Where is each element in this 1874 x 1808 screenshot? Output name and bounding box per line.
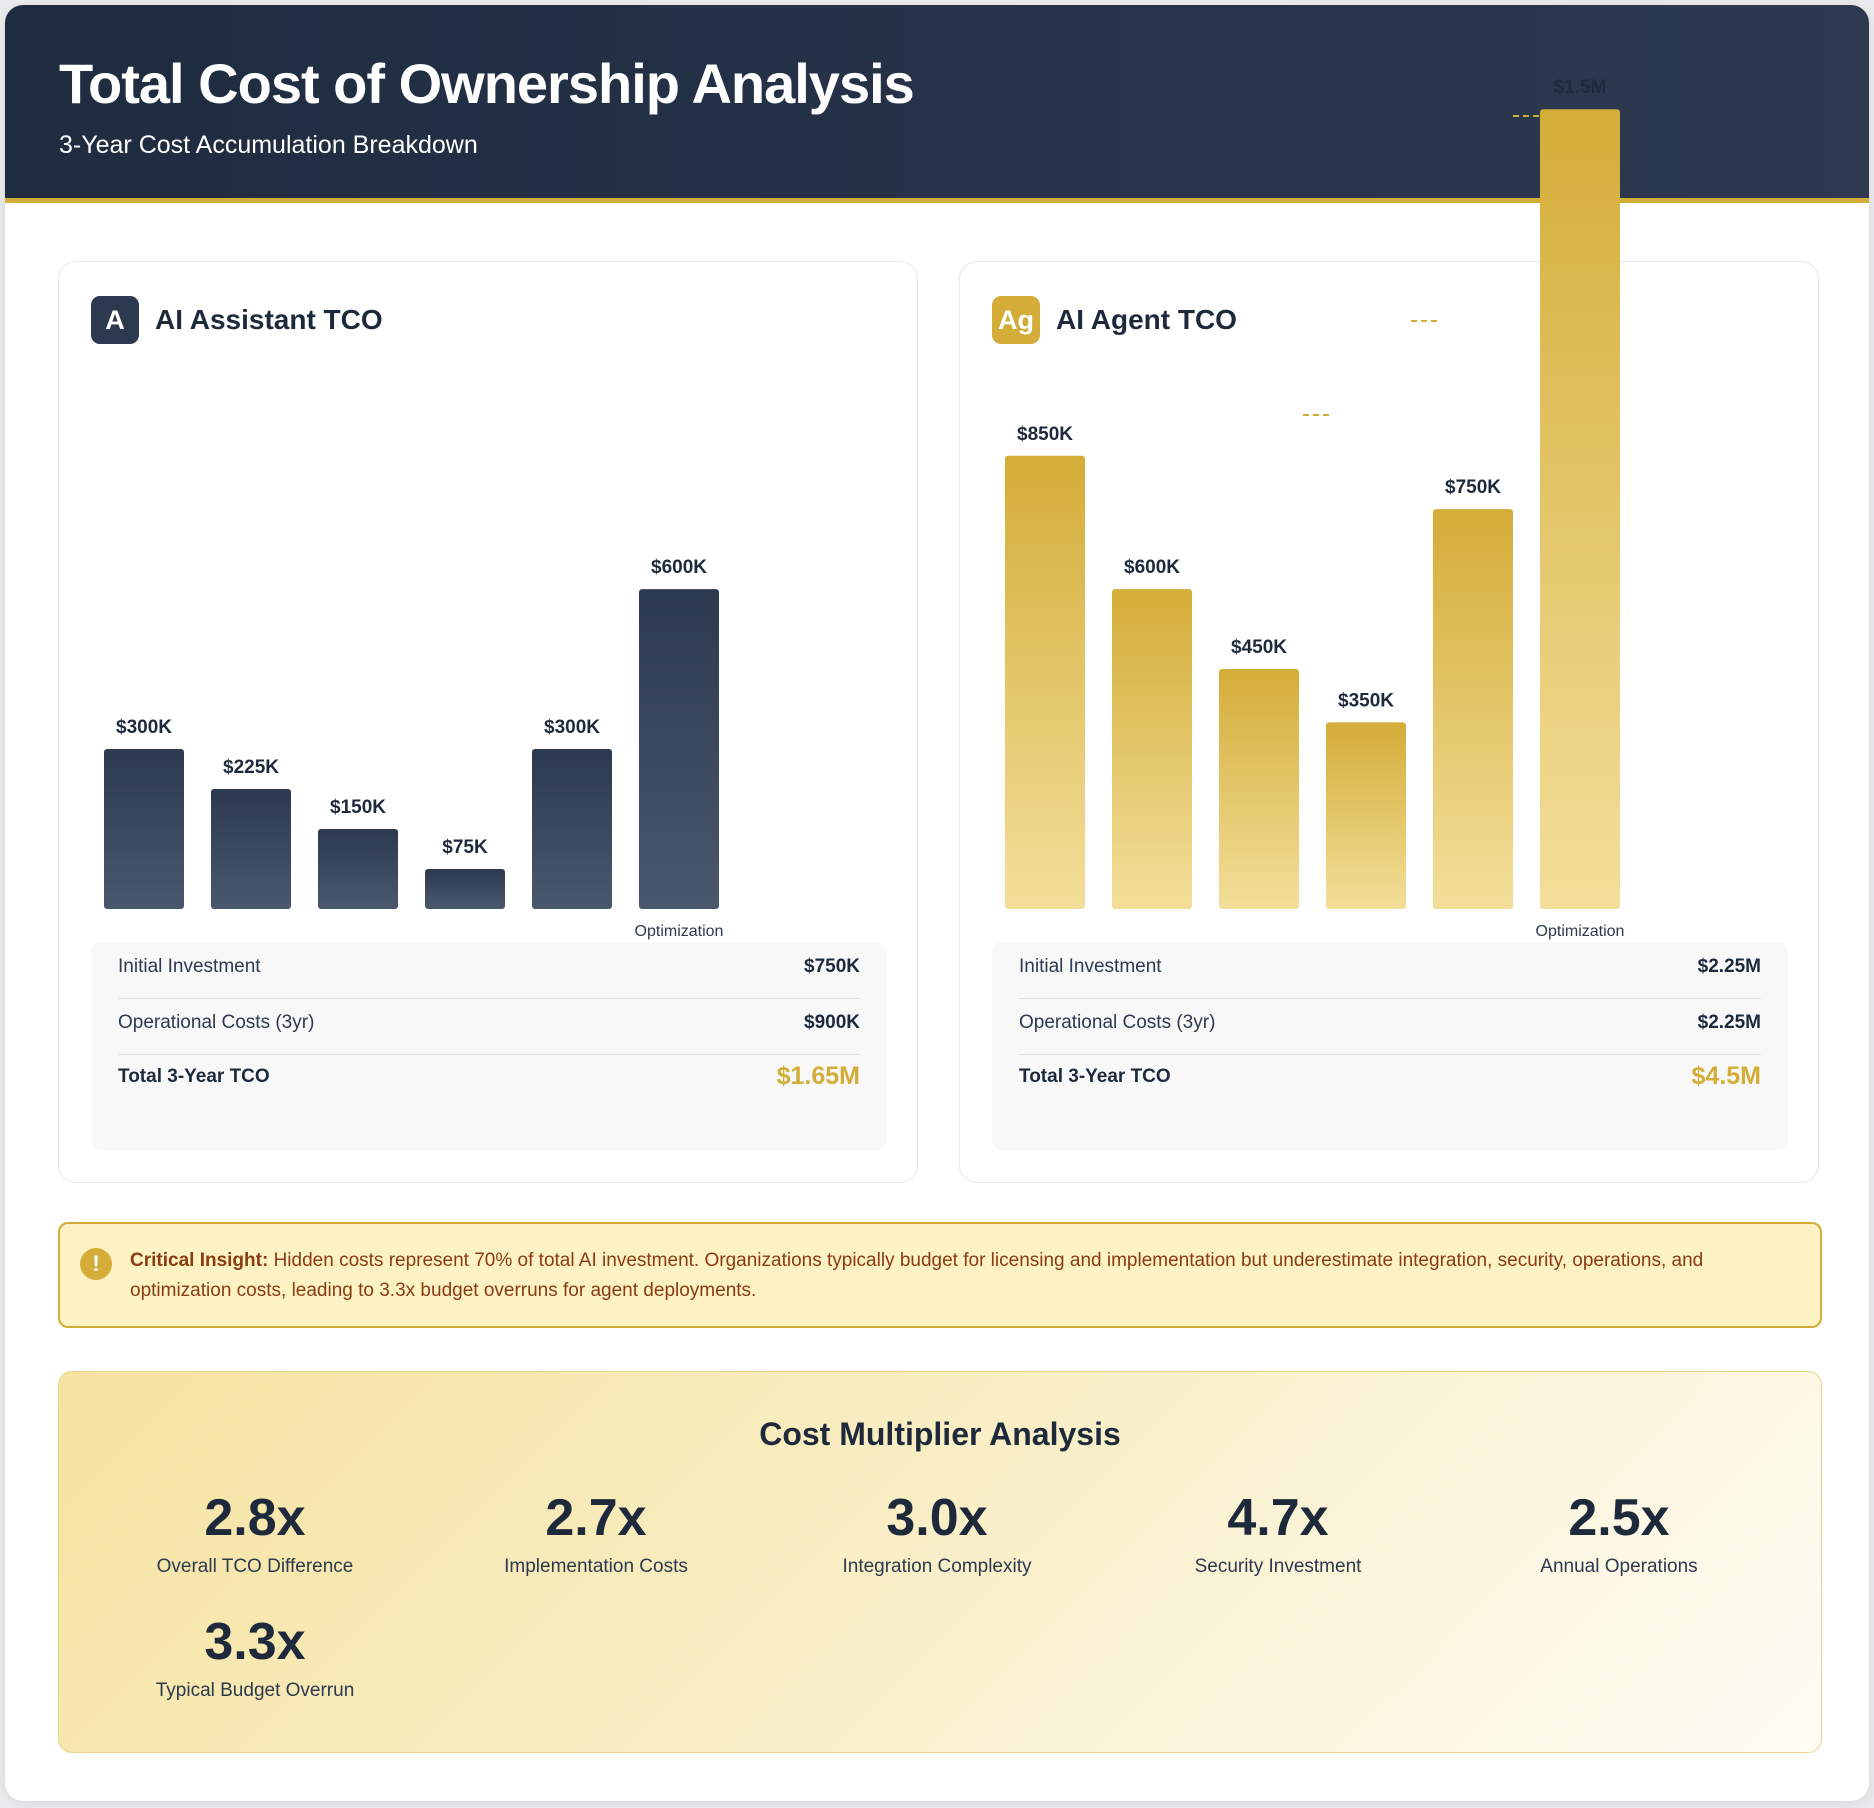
bar-value-label: $350K — [1338, 690, 1394, 711]
agent-card-title: AI Agent TCO — [1056, 304, 1237, 335]
agent-badge-icon: Ag — [992, 296, 1040, 344]
multiplier-value: 3.3x — [204, 1613, 306, 1671]
bar-value-label: $750K — [1445, 477, 1501, 498]
multiplier-metric: 3.3x Typical Budget Overrun — [85, 1612, 425, 1702]
assistant-bar-chart: $300KLicensing$225KImplementation$150KIn… — [104, 557, 724, 960]
summary-total-value: $1.65M — [776, 1062, 860, 1090]
multiplier-value: 2.7x — [545, 1489, 647, 1547]
summary-label: Initial Investment — [118, 956, 261, 977]
agent-bar-chart: $850KLicensing$600KImplementation$450KIn… — [1005, 77, 1625, 960]
multiplier-metric: 3.0x Integration Complexity — [767, 1488, 1107, 1578]
bar-optimization-3yr- — [639, 589, 719, 909]
multiplier-title: Cost Multiplier Analysis — [759, 1416, 1121, 1452]
multiplier-label: Annual Operations — [1540, 1556, 1698, 1577]
bar-value-label: $150K — [330, 797, 386, 818]
bar-value-label: $225K — [223, 757, 279, 778]
summary-label: Operational Costs (3yr) — [118, 1012, 315, 1033]
summary-total-row: Total 3-Year TCO $1.65M — [118, 1062, 860, 1091]
bar-value-label: $600K — [1124, 557, 1180, 578]
divider — [1019, 998, 1761, 999]
bar-security — [1326, 722, 1406, 909]
bar-value-label: $300K — [544, 717, 600, 738]
bar-integration — [318, 829, 398, 909]
category-label: Optimization — [635, 923, 724, 940]
agent-tco-card: Ag AI Agent TCO $850KLicensing$600KImple… — [959, 77, 1819, 1183]
cost-multiplier-panel: Cost Multiplier Analysis 2.8x Overall TC… — [58, 1371, 1822, 1753]
bar-value-label: $1.5M — [1554, 77, 1607, 98]
multiplier-label: Implementation Costs — [504, 1556, 688, 1577]
bar-optimization-3yr- — [1540, 109, 1620, 909]
multiplier-label: Integration Complexity — [842, 1556, 1032, 1577]
bar-operations-3yr- — [532, 749, 612, 909]
summary-total-value: $4.5M — [1691, 1062, 1761, 1090]
bar-licensing — [104, 749, 184, 909]
insight-label: Critical Insight: — [130, 1250, 269, 1271]
category-label: Optimization — [1536, 923, 1625, 940]
summary-row: Operational Costs (3yr) $2.25M — [1019, 1012, 1761, 1034]
bar-implementation — [1112, 589, 1192, 909]
dashboard-frame: Total Cost of Ownership Analysis 3-Year … — [5, 5, 1869, 1801]
page-header: Total Cost of Ownership Analysis 3-Year … — [5, 5, 1869, 203]
assistant-summary: Initial Investment $750K Operational Cos… — [91, 942, 887, 1150]
decorative-dash — [1513, 115, 1539, 117]
multiplier-label: Typical Budget Overrun — [155, 1680, 355, 1701]
summary-total-row: Total 3-Year TCO $4.5M — [1019, 1062, 1761, 1091]
assistant-tco-card: A AI Assistant TCO $300KLicensing$225KIm… — [58, 261, 918, 1183]
multiplier-value: 4.7x — [1227, 1489, 1329, 1547]
multiplier-value: 3.0x — [886, 1489, 988, 1547]
bar-value-label: $300K — [116, 717, 172, 738]
summary-label: Operational Costs (3yr) — [1019, 1012, 1216, 1033]
multiplier-label: Security Investment — [1194, 1556, 1362, 1577]
decorative-dash — [1303, 414, 1329, 416]
insight-text: Critical Insight: Hidden costs represent… — [130, 1246, 1790, 1306]
agent-summary: Initial Investment $2.25M Operational Co… — [992, 942, 1788, 1150]
bar-operations-3yr- — [1433, 509, 1513, 909]
multiplier-value: 2.5x — [1568, 1489, 1670, 1547]
bar-licensing — [1005, 455, 1085, 909]
decorative-dash — [1411, 320, 1437, 322]
summary-label: Initial Investment — [1019, 956, 1162, 977]
summary-value: $2.25M — [1697, 956, 1761, 977]
summary-row: Initial Investment $750K — [118, 956, 860, 978]
multiplier-label: Overall TCO Difference — [156, 1556, 354, 1577]
divider — [1019, 1054, 1761, 1055]
critical-insight-banner: ! Critical Insight: Hidden costs represe… — [58, 1222, 1822, 1328]
summary-row: Operational Costs (3yr) $900K — [118, 1012, 860, 1034]
multiplier-metric: 4.7x Security Investment — [1108, 1488, 1448, 1578]
summary-label: Total 3-Year TCO — [1019, 1065, 1171, 1087]
insight-body: Hidden costs represent 70% of total AI i… — [130, 1250, 1704, 1301]
divider — [118, 998, 860, 999]
bar-value-label: $600K — [651, 557, 707, 578]
summary-value: $750K — [804, 956, 860, 977]
page-subtitle: 3-Year Cost Accumulation Breakdown — [59, 131, 478, 159]
assistant-badge-icon: A — [91, 296, 139, 344]
summary-value: $2.25M — [1697, 1012, 1761, 1033]
multiplier-metric: 2.7x Implementation Costs — [426, 1488, 766, 1578]
divider — [118, 1054, 860, 1055]
bar-value-label: $75K — [442, 837, 488, 858]
summary-label: Total 3-Year TCO — [118, 1065, 270, 1087]
bar-integration — [1219, 669, 1299, 909]
multiplier-metric: 2.8x Overall TCO Difference — [85, 1488, 425, 1578]
multiplier-metric: 2.5x Annual Operations — [1449, 1488, 1789, 1578]
bar-security — [425, 869, 505, 909]
summary-row: Initial Investment $2.25M — [1019, 956, 1761, 978]
bar-value-label: $850K — [1017, 424, 1073, 445]
bar-implementation — [211, 789, 291, 909]
multiplier-value: 2.8x — [204, 1489, 306, 1547]
bar-value-label: $450K — [1231, 637, 1287, 658]
assistant-card-title: AI Assistant TCO — [155, 304, 383, 335]
exclamation-icon: ! — [80, 1248, 112, 1280]
summary-value: $900K — [804, 1012, 860, 1033]
page-title: Total Cost of Ownership Analysis — [59, 52, 915, 115]
